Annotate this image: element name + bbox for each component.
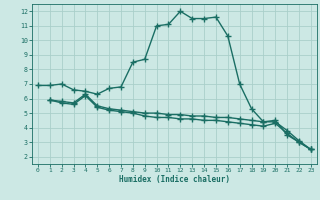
X-axis label: Humidex (Indice chaleur): Humidex (Indice chaleur) (119, 175, 230, 184)
